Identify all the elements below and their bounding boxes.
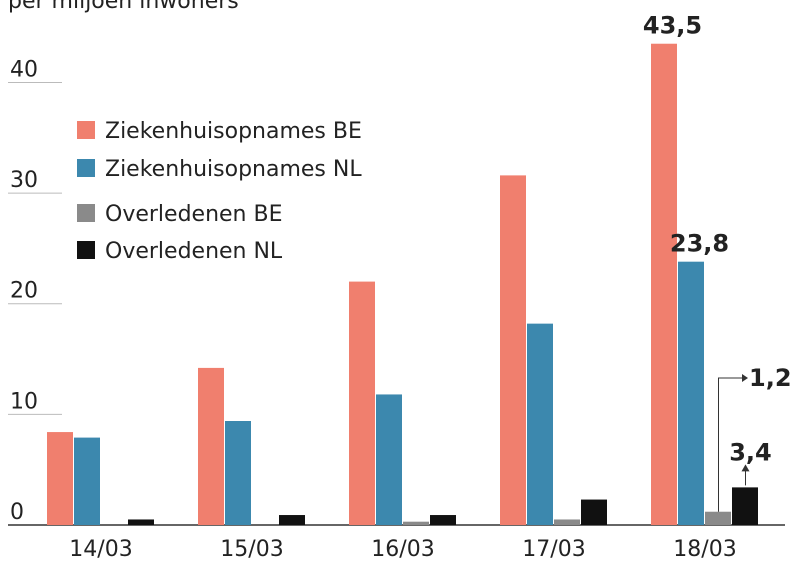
legend-swatch: [77, 121, 95, 139]
y-tick-label: 10: [10, 389, 38, 414]
bar: [678, 261, 704, 525]
bar: [732, 487, 758, 525]
legend-label: Overledenen BE: [105, 202, 282, 227]
legend-swatch: [77, 241, 95, 259]
bar: [47, 432, 73, 525]
legend-label: Ziekenhuisopnames NL: [105, 157, 362, 182]
bar: [74, 437, 100, 525]
bar: [554, 519, 580, 525]
bar: [225, 421, 251, 525]
bar: [349, 281, 375, 525]
bar: [581, 499, 607, 525]
bar: [500, 175, 526, 525]
bar: [128, 519, 154, 525]
legend-label: Ziekenhuisopnames BE: [105, 119, 362, 144]
bar: [651, 43, 677, 526]
bar: [705, 511, 731, 525]
bar: [403, 521, 429, 525]
x-tick-label: 18/03: [673, 537, 736, 562]
x-tick-label: 15/03: [220, 537, 283, 562]
value-label: 43,5: [643, 12, 702, 40]
y-tick-label: 40: [10, 57, 38, 82]
legend-swatch: [77, 159, 95, 177]
chart-subtitle: per miljoen inwoners: [8, 0, 239, 14]
x-tick-label: 14/03: [69, 537, 132, 562]
y-tick-label: 30: [10, 168, 38, 193]
bar: [279, 515, 305, 525]
arrow-head: [742, 374, 748, 382]
value-label: 23,8: [670, 230, 729, 258]
y-tick-label: 0: [10, 500, 24, 525]
x-tick-label: 16/03: [371, 537, 434, 562]
value-label: 3,4: [729, 438, 772, 466]
y-tick-label: 20: [10, 279, 38, 304]
annotation-arrow: [718, 377, 742, 512]
value-label: 1,2: [749, 364, 792, 392]
bar: [527, 323, 553, 525]
arrow-head: [741, 464, 750, 472]
bar: [198, 367, 224, 525]
legend-label: Overledenen NL: [105, 239, 283, 264]
bar: [430, 515, 456, 525]
x-tick-label: 17/03: [522, 537, 585, 562]
bar: [376, 394, 402, 525]
legend-swatch: [77, 204, 95, 222]
